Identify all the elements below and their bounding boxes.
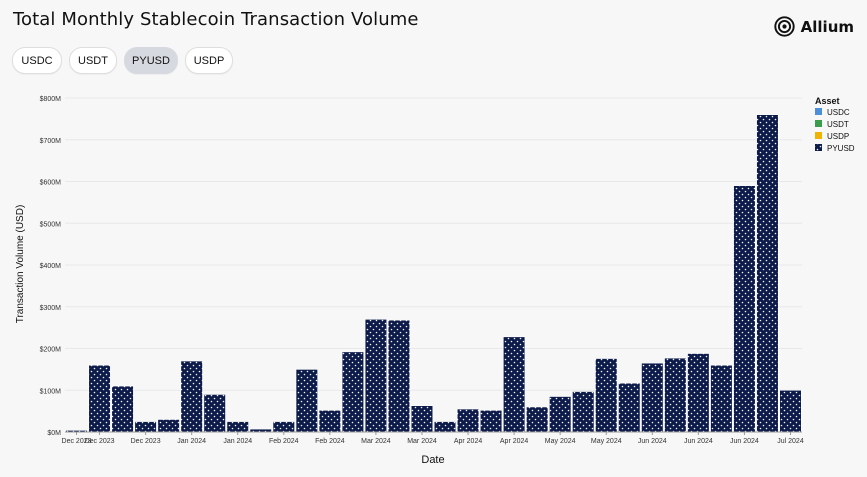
- brand: Allium: [774, 16, 854, 37]
- y-tick-label: $300M: [40, 305, 62, 312]
- x-tick-label: Mar 2024: [361, 438, 391, 445]
- x-tick-label: Dec 2023: [85, 438, 115, 445]
- pyusd-bar[interactable]: [88, 364, 111, 433]
- y-tick-label: $500M: [40, 221, 62, 228]
- x-tick-label: Apr 2024: [500, 438, 529, 445]
- x-tick-label: May 2024: [545, 438, 576, 445]
- pyusd-bar[interactable]: [410, 405, 434, 433]
- pyusd-bar[interactable]: [618, 382, 641, 433]
- x-tick-label: Dec 2023: [62, 438, 92, 445]
- tab-usdp[interactable]: USDP: [185, 47, 233, 74]
- y-axis-label: Transaction Volume (USD): [15, 205, 26, 324]
- allium-logo-icon: [774, 16, 795, 37]
- legend-label[interactable]: USDT: [827, 120, 849, 129]
- x-tick-label: Feb 2024: [315, 438, 345, 445]
- x-tick-label: Jun 2024: [684, 438, 713, 445]
- asset-tabs: USDC USDT PYUSD USDP: [12, 47, 233, 74]
- pyusd-bar[interactable]: [502, 336, 526, 433]
- pyusd-bar[interactable]: [664, 357, 687, 433]
- pyusd-bar[interactable]: [295, 369, 318, 433]
- pyusd-bar[interactable]: [756, 114, 779, 433]
- pyusd-bar[interactable]: [687, 353, 710, 433]
- pyusd-bar[interactable]: [641, 362, 664, 433]
- x-tick-label: Mar 2024: [407, 438, 437, 445]
- pyusd-bar[interactable]: [226, 421, 249, 433]
- x-tick-label: Apr 2024: [454, 438, 483, 445]
- pyusd-bar[interactable]: [479, 409, 503, 433]
- pyusd-bar[interactable]: [733, 185, 756, 433]
- tab-pyusd[interactable]: PYUSD: [124, 47, 178, 74]
- stablecoin-volume-chart: $0M $100M $200M $300M $400M $500M $600M $700M $8…: [15, 96, 855, 466]
- bar-group: [65, 114, 802, 433]
- legend: Asset USDC USDT USDP PYUSD: [815, 96, 855, 153]
- x-tick-label: Jun 2024: [730, 438, 759, 445]
- x-tick-label: May 2024: [591, 438, 622, 445]
- legend-label[interactable]: USDP: [827, 132, 849, 141]
- tab-usdc[interactable]: USDC: [12, 47, 62, 74]
- pyusd-bar[interactable]: [180, 360, 203, 433]
- pyusd-bar[interactable]: [134, 421, 157, 433]
- pyusd-bar[interactable]: [318, 409, 341, 433]
- y-tick-label: $200M: [40, 347, 62, 354]
- pyusd-bar[interactable]: [595, 358, 618, 433]
- pyusd-bar[interactable]: [341, 351, 365, 433]
- legend-label[interactable]: USDC: [827, 108, 850, 117]
- x-tick-label: Jun 2024: [638, 438, 667, 445]
- pyusd-bar[interactable]: [364, 318, 388, 433]
- pyusd-bar[interactable]: [433, 421, 457, 433]
- legend-label[interactable]: PYUSD: [827, 144, 855, 153]
- chart-container: $0M $100M $200M $300M $400M $500M $600M $700M $8…: [0, 88, 867, 477]
- x-tick-label: Dec 2023: [131, 438, 161, 445]
- page-title: Total Monthly Stablecoin Transaction Vol…: [13, 9, 419, 30]
- pyusd-bar[interactable]: [572, 391, 595, 433]
- y-tick-label: $700M: [40, 138, 62, 145]
- x-tick-label: Jan 2024: [177, 438, 206, 445]
- pyusd-bar[interactable]: [456, 408, 480, 433]
- x-axis-label: Date: [421, 454, 444, 466]
- brand-name: Allium: [800, 17, 854, 36]
- y-tick-label: $100M: [40, 388, 62, 395]
- pyusd-bar[interactable]: [710, 364, 733, 433]
- y-tick-label: $600M: [40, 180, 62, 187]
- y-tick-label: $400M: [40, 263, 62, 270]
- legend-swatch[interactable]: [815, 120, 822, 127]
- pyusd-bar[interactable]: [272, 421, 295, 433]
- pyusd-bar[interactable]: [203, 394, 226, 433]
- pyusd-bar[interactable]: [157, 419, 180, 433]
- pyusd-bar[interactable]: [111, 385, 134, 433]
- pyusd-bar[interactable]: [387, 319, 411, 433]
- pyusd-bar[interactable]: [779, 389, 802, 433]
- legend-title: Asset: [815, 96, 840, 106]
- x-tick-label: Feb 2024: [269, 438, 299, 445]
- x-tick-label: Jul 2024: [777, 438, 804, 445]
- y-tick-label: $800M: [40, 96, 62, 103]
- y-tick-labels: $0M $100M $200M $300M $400M $500M $600M $700M $8…: [40, 96, 62, 437]
- legend-swatch[interactable]: [815, 108, 822, 115]
- pyusd-bar[interactable]: [526, 406, 549, 433]
- tab-usdt[interactable]: USDT: [69, 47, 117, 74]
- legend-swatch[interactable]: [815, 132, 822, 139]
- legend-swatch[interactable]: [815, 144, 822, 151]
- x-tick-label: Jan 2024: [223, 438, 252, 445]
- y-tick-label: $0M: [47, 430, 61, 437]
- pyusd-bar[interactable]: [549, 396, 572, 433]
